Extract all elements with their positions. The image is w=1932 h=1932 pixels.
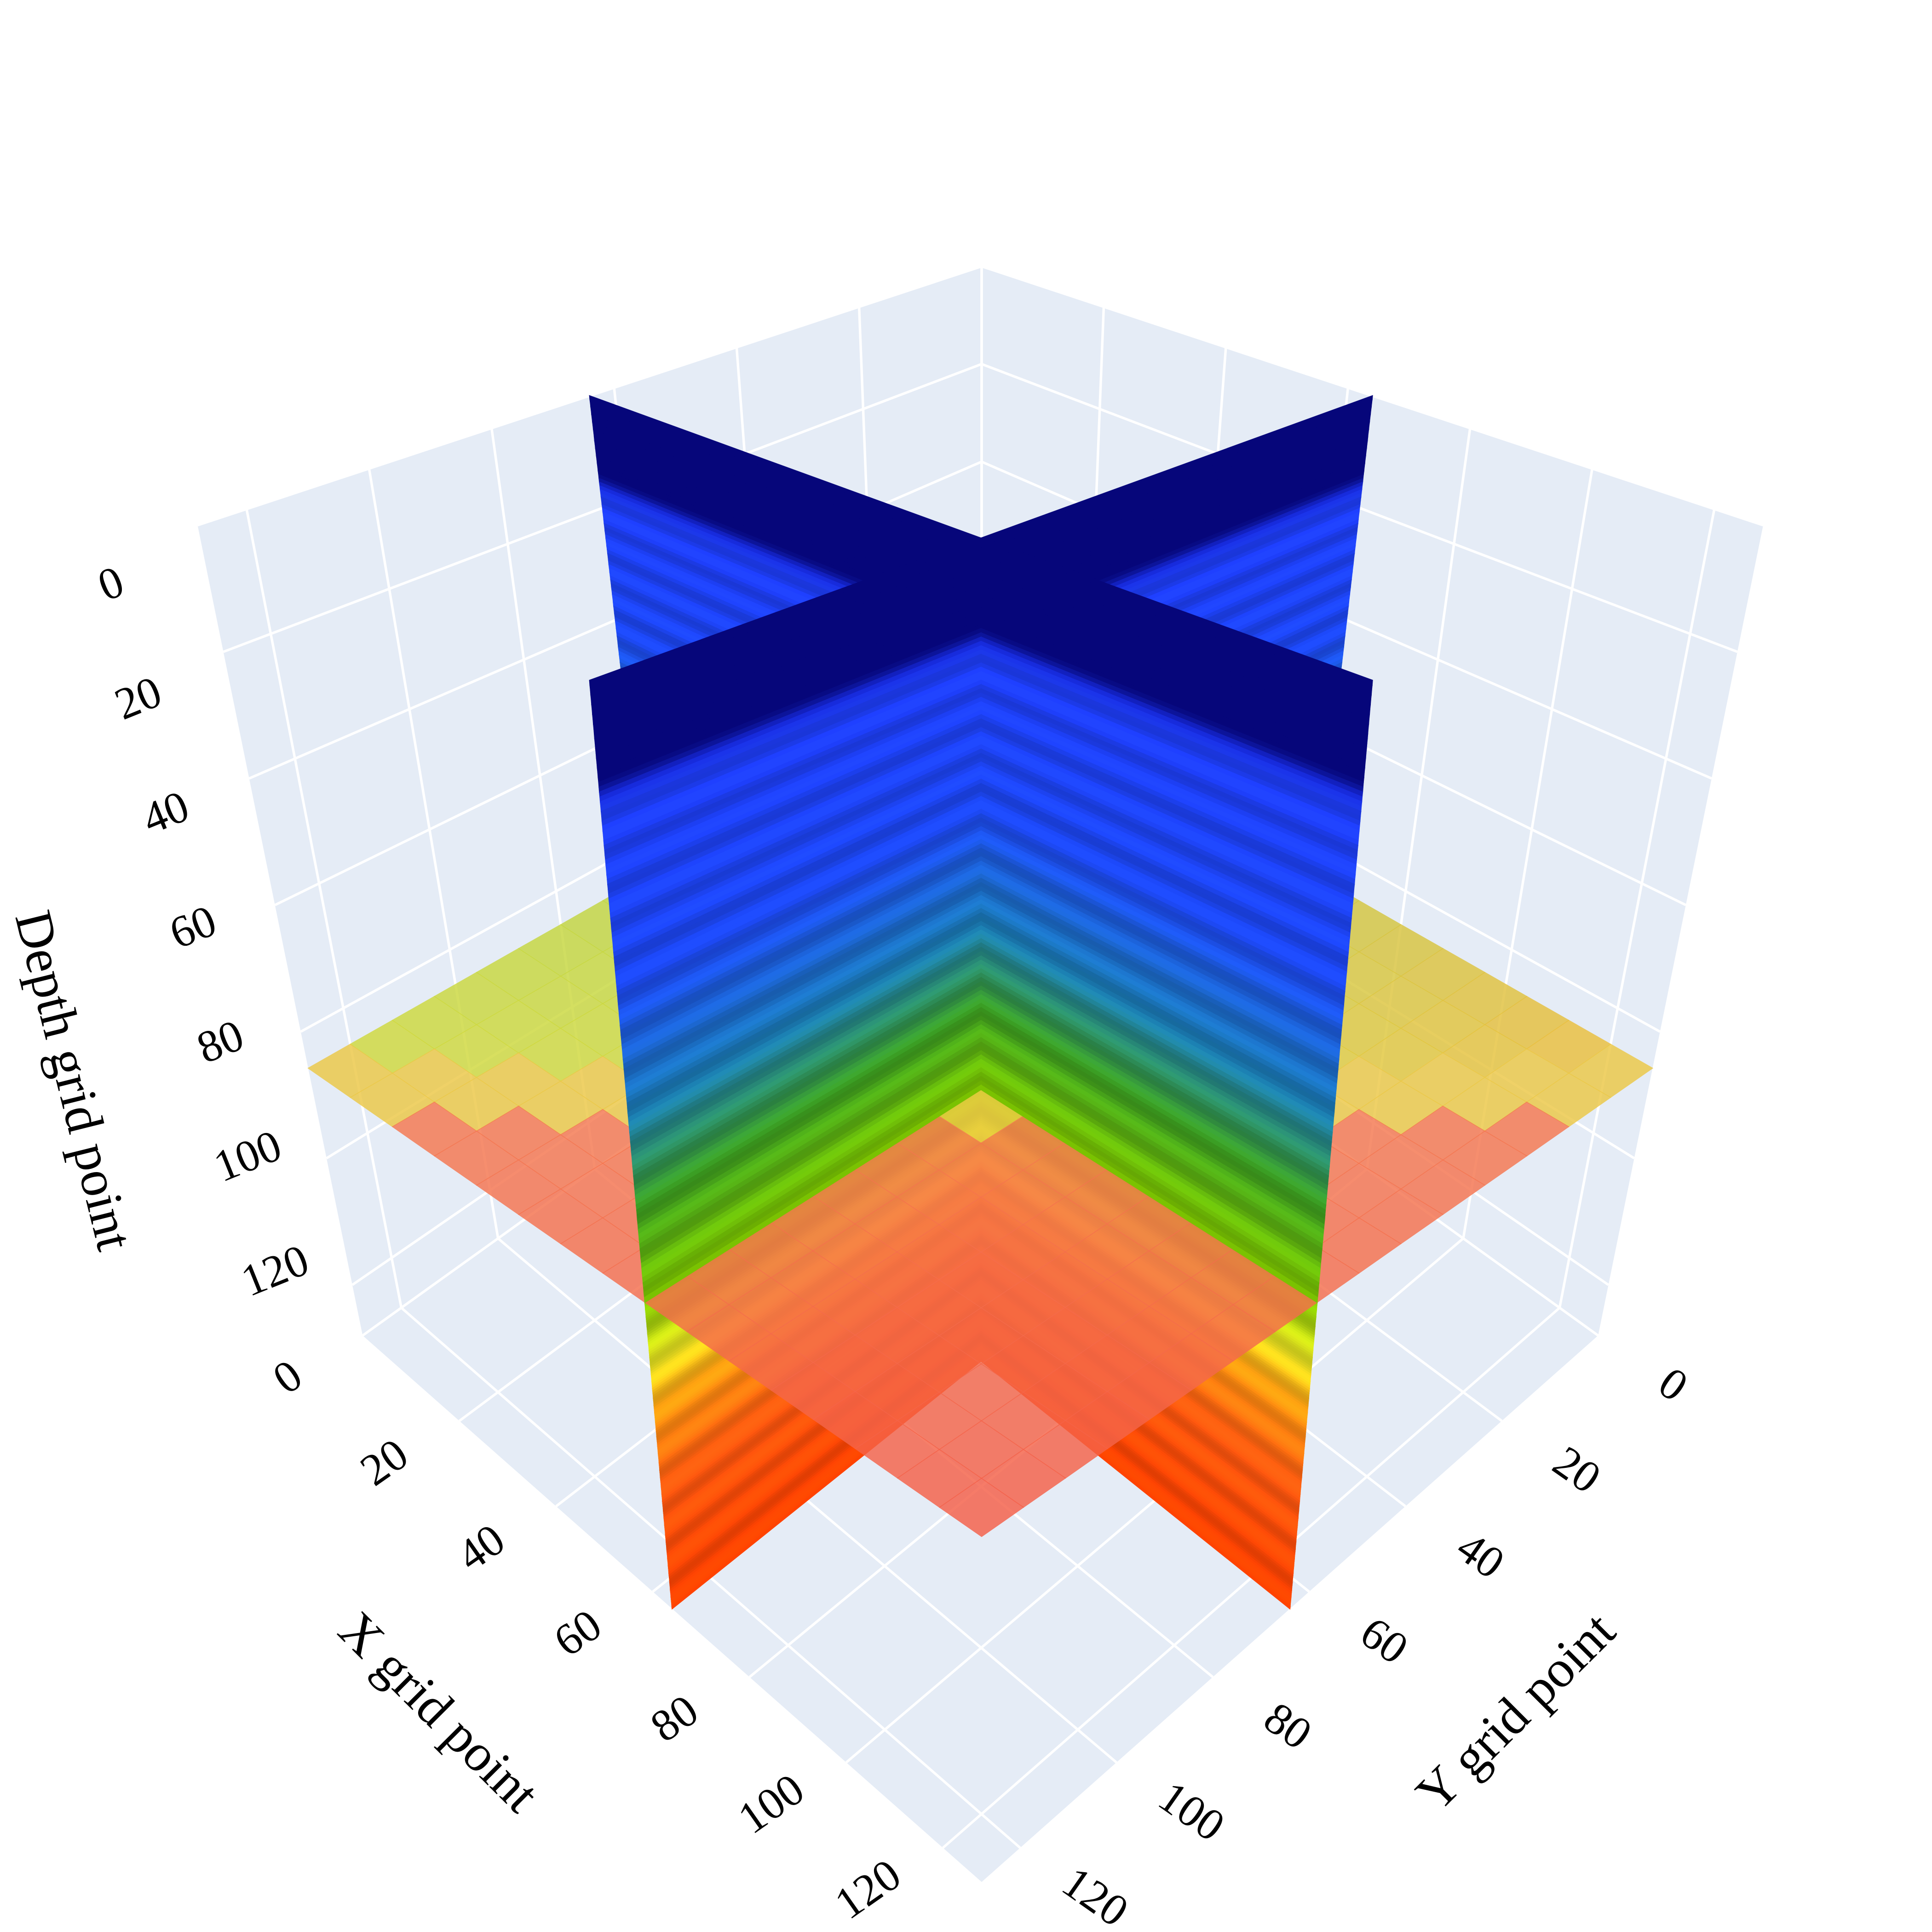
x-tick-label: 80 [642, 1685, 707, 1752]
z-tick-label: 20 [108, 667, 168, 730]
z-tick-label: 120 [235, 1235, 316, 1306]
x-tick-label: 0 [264, 1350, 311, 1404]
y-tick-label: 40 [1448, 1522, 1513, 1589]
z-tick-label: 60 [163, 896, 223, 959]
x-tick-label: 100 [729, 1764, 813, 1844]
z-tick-label: 80 [190, 1010, 250, 1073]
x-tick-label: 40 [448, 1514, 514, 1581]
slices [307, 395, 1654, 1610]
x-tick-label: 120 [826, 1850, 910, 1929]
y-tick-label: 120 [1053, 1857, 1137, 1932]
y-axis-title: Y grid point [1405, 1601, 1627, 1823]
y-tick-label: 100 [1150, 1771, 1233, 1851]
x-tick-label: 20 [351, 1429, 417, 1496]
y-tick-label: 20 [1544, 1437, 1610, 1503]
y-tick-label: 80 [1255, 1693, 1321, 1760]
z-tick-label: 100 [207, 1121, 288, 1192]
z-axis-title: Depth grid point [4, 905, 145, 1256]
z-tick-label: 40 [135, 781, 196, 844]
x-tick-label: 60 [545, 1600, 610, 1667]
grid-line [1558, 509, 1716, 1308]
y-tick-label: 0 [1650, 1357, 1696, 1411]
x-axis-title: X grid point [328, 1600, 551, 1823]
z-tick-label: 0 [91, 557, 131, 611]
slice-band [644, 1084, 982, 1304]
y-tick-label: 60 [1351, 1607, 1417, 1674]
slice-cell [938, 1478, 1024, 1537]
grid-line [245, 509, 403, 1308]
